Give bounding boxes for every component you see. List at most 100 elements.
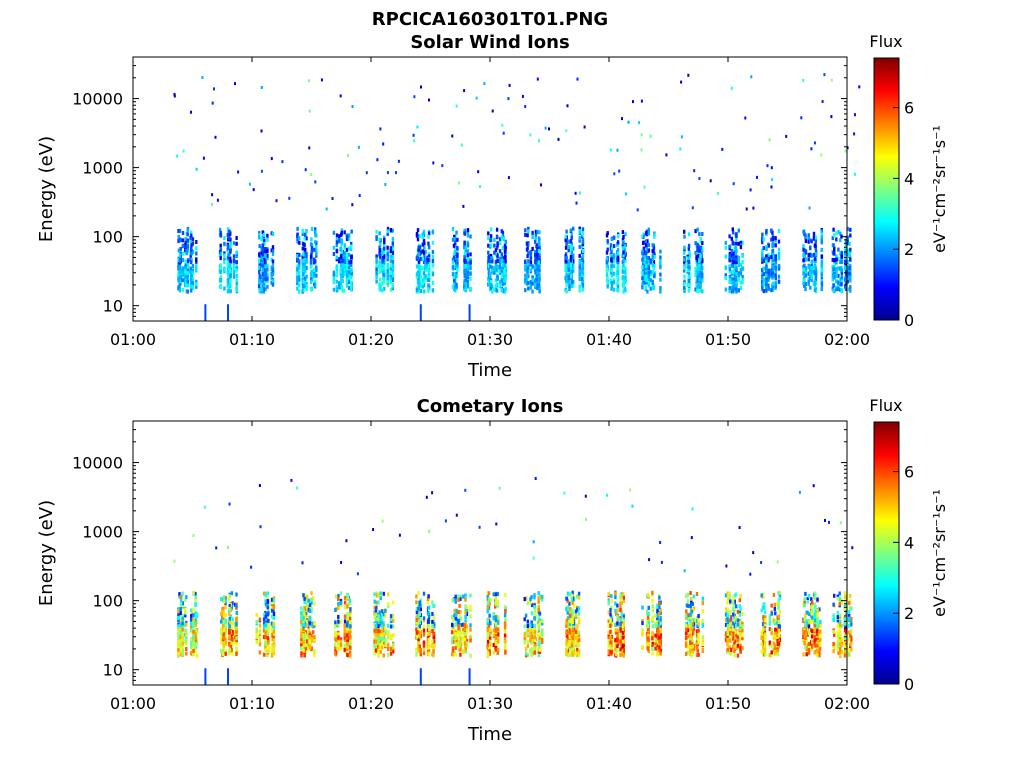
flux-pixel (390, 634, 392, 638)
flux-pixel (613, 264, 615, 268)
flux-pixel (688, 289, 690, 293)
flux-pixel (710, 179, 712, 182)
flux-pixel (266, 285, 268, 289)
flux-pixel (229, 258, 231, 262)
flux-pixel (177, 644, 179, 648)
flux-pixel (179, 229, 181, 233)
flux-pixel (452, 227, 454, 231)
flux-pixel (375, 267, 377, 271)
flux-pixel (185, 639, 187, 643)
flux-pixel (383, 247, 385, 251)
flux-pixel (644, 186, 646, 189)
flux-pixel (805, 250, 807, 254)
flux-pixel (381, 621, 383, 625)
x-tick-label: 01:20 (348, 330, 394, 349)
flux-pixel (196, 168, 198, 171)
flux-pixel (336, 249, 338, 253)
flux-pixel (272, 267, 274, 271)
flux-pixel (384, 639, 386, 643)
flux-pixel (814, 244, 816, 248)
flux-pixel (192, 634, 194, 638)
flux-pixel (229, 630, 231, 634)
flux-pixel (390, 271, 392, 275)
flux-pixel (835, 274, 837, 278)
flux-pixel (300, 632, 302, 636)
flux-pixel (341, 250, 343, 254)
flux-pixel (190, 637, 192, 641)
figure-title: RPCICA160301T01.PNG (372, 9, 608, 30)
flux-pixel (417, 607, 419, 611)
flux-pixel (849, 248, 851, 252)
flux-pixel (177, 624, 179, 628)
flux-pixel (344, 615, 346, 619)
flux-pixel (683, 230, 685, 234)
flux-pixel (659, 261, 661, 265)
flux-pixel (467, 250, 469, 254)
flux-pixel (390, 255, 392, 259)
flux-pixel (463, 255, 465, 259)
flux-pixel (694, 229, 696, 233)
flux-pixel (380, 596, 382, 600)
flux-pixel (606, 251, 608, 255)
flux-pixel (344, 633, 346, 637)
flux-pixel (431, 653, 433, 657)
flux-pixel (617, 252, 619, 256)
flux-pixel (263, 283, 265, 287)
flux-pixel (617, 149, 619, 152)
flux-pixel (190, 289, 192, 293)
flux-pixel (531, 264, 533, 268)
flux-pixel (431, 624, 433, 628)
flux-pixel (814, 264, 816, 268)
flux-pixel (805, 239, 807, 243)
flux-pixel (298, 290, 300, 294)
flux-pixel (272, 245, 274, 249)
flux-pixel (235, 251, 237, 255)
flux-pixel (220, 597, 222, 601)
flux-pixel (272, 252, 274, 256)
flux-pixel (763, 246, 765, 250)
flux-pixel (455, 646, 457, 650)
flux-pixel (309, 617, 311, 621)
flux-pixel (568, 260, 570, 264)
flux-pixel (815, 275, 817, 279)
flux-pixel (310, 598, 312, 602)
flux-pixel (453, 244, 455, 248)
flux-pixel (192, 618, 194, 622)
flux-pixel (220, 270, 222, 274)
flux-pixel (467, 228, 469, 232)
flux-pixel (190, 284, 192, 288)
flux-pixel (259, 638, 261, 642)
flux-pixel (645, 278, 647, 282)
flux-pixel (617, 240, 619, 244)
flux-pixel (229, 617, 231, 621)
flux-pixel (606, 273, 608, 277)
flux-pixel (229, 594, 231, 598)
flux-pixel (496, 277, 498, 281)
flux-pixel (261, 130, 263, 133)
flux-pixel (849, 234, 851, 238)
flux-pixel (337, 647, 339, 651)
flux-pixel (493, 266, 495, 270)
flux-pixel (698, 259, 700, 263)
flux-pixel (772, 242, 774, 246)
flux-pixel (467, 283, 469, 287)
flux-pixel (195, 282, 197, 286)
flux-pixel (336, 256, 338, 260)
flux-pixel (267, 599, 269, 603)
flux-pixel (778, 280, 780, 284)
flux-pixel (267, 645, 269, 649)
flux-pixel (220, 244, 222, 248)
flux-pixel (606, 268, 608, 272)
flux-pixel (334, 643, 336, 647)
flux-pixel (379, 610, 381, 614)
flux-pixel (761, 253, 763, 257)
flux-pixel (267, 591, 269, 595)
flux-pixel (313, 272, 315, 276)
flux-pixel (271, 157, 273, 160)
flux-pixel (190, 278, 192, 282)
flux-pixel (808, 233, 810, 237)
flux-pixel (534, 283, 536, 287)
flux-pixel (379, 242, 381, 246)
flux-pixel (422, 256, 424, 260)
flux-pixel (180, 602, 182, 606)
